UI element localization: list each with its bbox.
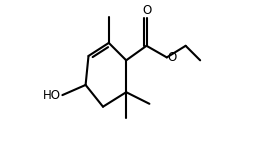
Text: O: O bbox=[142, 4, 151, 17]
Text: HO: HO bbox=[43, 89, 61, 102]
Text: O: O bbox=[168, 51, 177, 64]
